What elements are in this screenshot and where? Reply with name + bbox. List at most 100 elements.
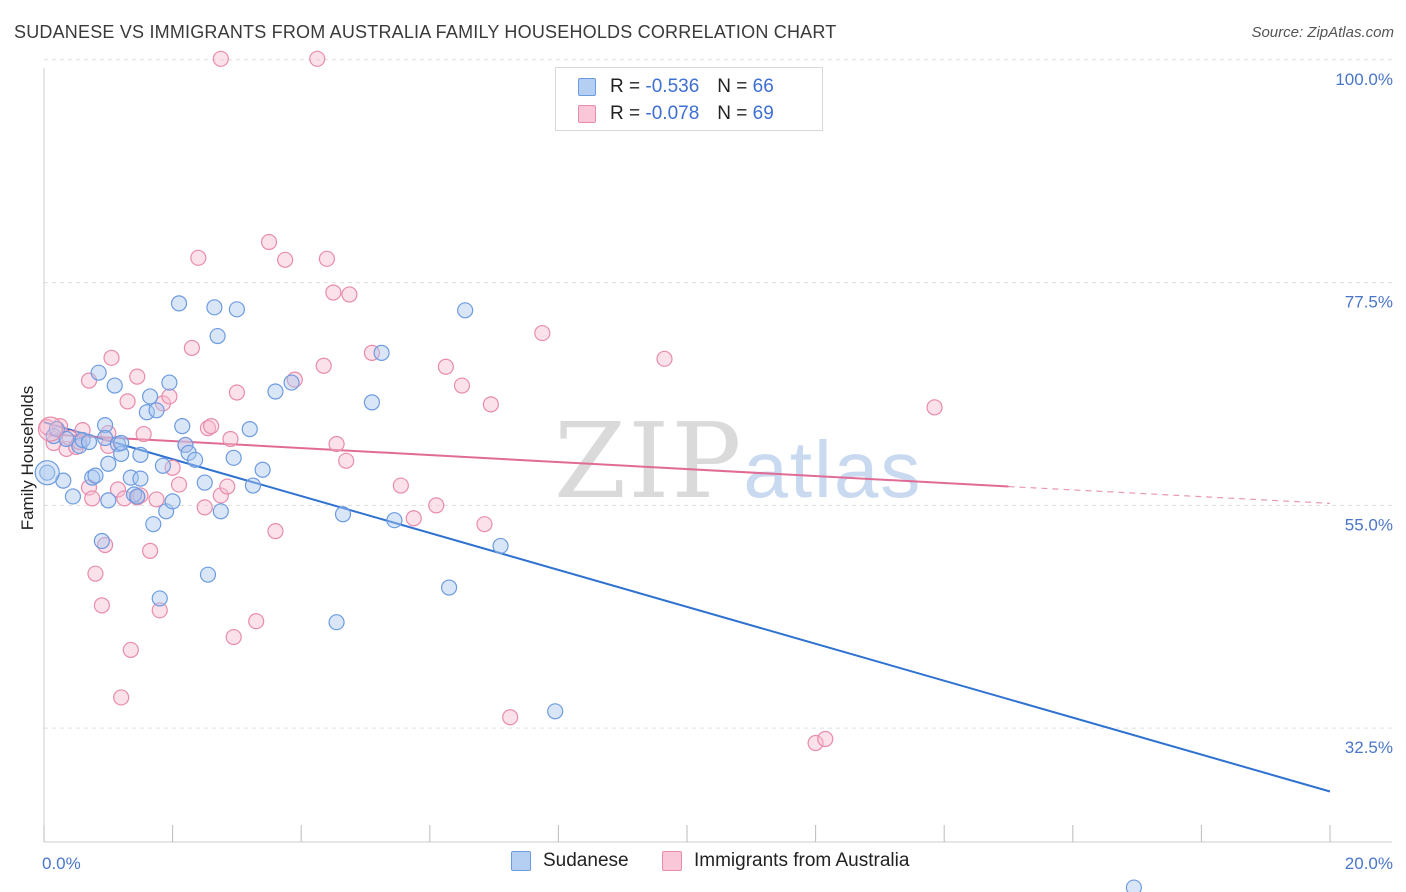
sudanese-point [241,421,258,438]
australia-point [482,396,499,413]
y-axis-title: Family Households [18,386,37,531]
australia-point [502,709,519,726]
australia-point [318,250,336,267]
sudanese-point [80,433,98,451]
australia-point [161,388,178,405]
sudanese-point [212,503,229,520]
australia-point [338,452,355,469]
australia-point [212,50,229,67]
bottom-legend-australia: Immigrants from Australia [662,850,909,872]
australia-legend-label: Immigrants from Australia [694,850,910,871]
australia-swatch [578,105,596,123]
australia-point [103,349,120,366]
sudanese-point [174,418,191,435]
sudanese-point [199,566,217,583]
sudanese-point [151,590,168,607]
sudanese-point [373,344,390,361]
sudanese-point [48,421,65,438]
australia-trend-line [43,433,1009,488]
australia-point [315,357,332,374]
sudanese-point [254,461,271,478]
x-tick-label: 0.0% [42,854,81,873]
australia-point [260,233,278,251]
sudanese-legend-swatch [511,851,531,871]
sudanese-point [328,614,345,631]
sudanese-point [39,464,56,481]
australia-point [328,435,345,453]
x-tick-label: 20.0% [1345,854,1393,873]
australia-point [151,602,168,619]
sudanese-point [87,467,104,484]
sudanese-point [164,493,181,510]
australia-point [148,491,165,508]
australia-point [190,249,207,266]
australia-point [807,734,824,752]
australia-point [225,628,242,646]
sudanese-point [547,703,564,720]
sudanese-point [244,477,262,494]
y-tick-label: 55.0% [1345,515,1393,534]
sudanese-point [148,402,165,419]
axis-labels: 100.0% 77.5% 55.0% 32.5% 0.0% 20.0% Family Hou… [18,70,1393,873]
australia-point [277,251,294,268]
australia-point [534,324,551,342]
trend-lines [43,421,1331,793]
sudanese-point [177,436,194,454]
y-tick-label: 77.5% [1345,293,1393,312]
australia-point [100,437,117,455]
australia-point [113,689,130,706]
sudanese-point [170,295,188,312]
australia-point [248,613,265,630]
australia-point [476,516,493,533]
sudanese-point [492,537,509,555]
australia-point [183,339,200,357]
sudanese-point [64,488,82,505]
data-points [34,50,1142,892]
australia-point [93,597,110,614]
legend-row-sudanese: R = -0.536 N = 66 [578,74,774,100]
australia-point [129,368,146,385]
australia-point [39,419,56,436]
sudanese-point [457,302,474,319]
watermark-atlas: atlas [743,425,923,514]
sudanese-point [209,327,226,345]
legend-n-label: N = [717,76,748,97]
sudanese-point [196,474,213,491]
sudanese-point [206,299,223,316]
australia-point [219,478,236,495]
australia-point [122,641,139,659]
sudanese-point [283,374,300,391]
australia-point [656,350,673,367]
watermark-zip: ZIP [554,400,744,522]
sudanese-point [138,404,155,421]
y-tick-label: 100.0% [1335,70,1393,89]
sudanese-point [74,431,91,449]
sudanese-point [154,457,172,474]
australia-point [341,286,358,303]
sudanese-point [132,470,149,487]
correlation-legend: R = -0.536 N = 66 R = -0.078 N = 69 [555,67,823,131]
sudanese-point [34,460,60,486]
australia-point [817,730,834,748]
australia-point [135,425,152,443]
sudanese-point [1125,879,1142,892]
sudanese-legend-label: Sudanese [543,850,629,871]
australia-point [392,477,409,494]
sudanese-point [90,364,107,381]
sudanese-point [228,301,245,318]
sudanese-point [96,417,114,434]
sudanese-point [334,506,352,523]
bottom-legend-sudanese: Sudanese [511,850,629,872]
sudanese-swatch [578,78,596,96]
legend-r-label: R = [610,103,641,124]
source-label: Source: ZipAtlas.com [1251,24,1394,41]
australia-point [325,284,342,301]
sudanese-point [363,394,381,411]
australia-point [267,523,284,540]
australia-point [119,393,136,410]
sudanese-trend-line [43,421,1331,793]
australia-point [926,399,943,416]
australia-point [437,358,454,375]
sudanese-point [106,377,123,394]
